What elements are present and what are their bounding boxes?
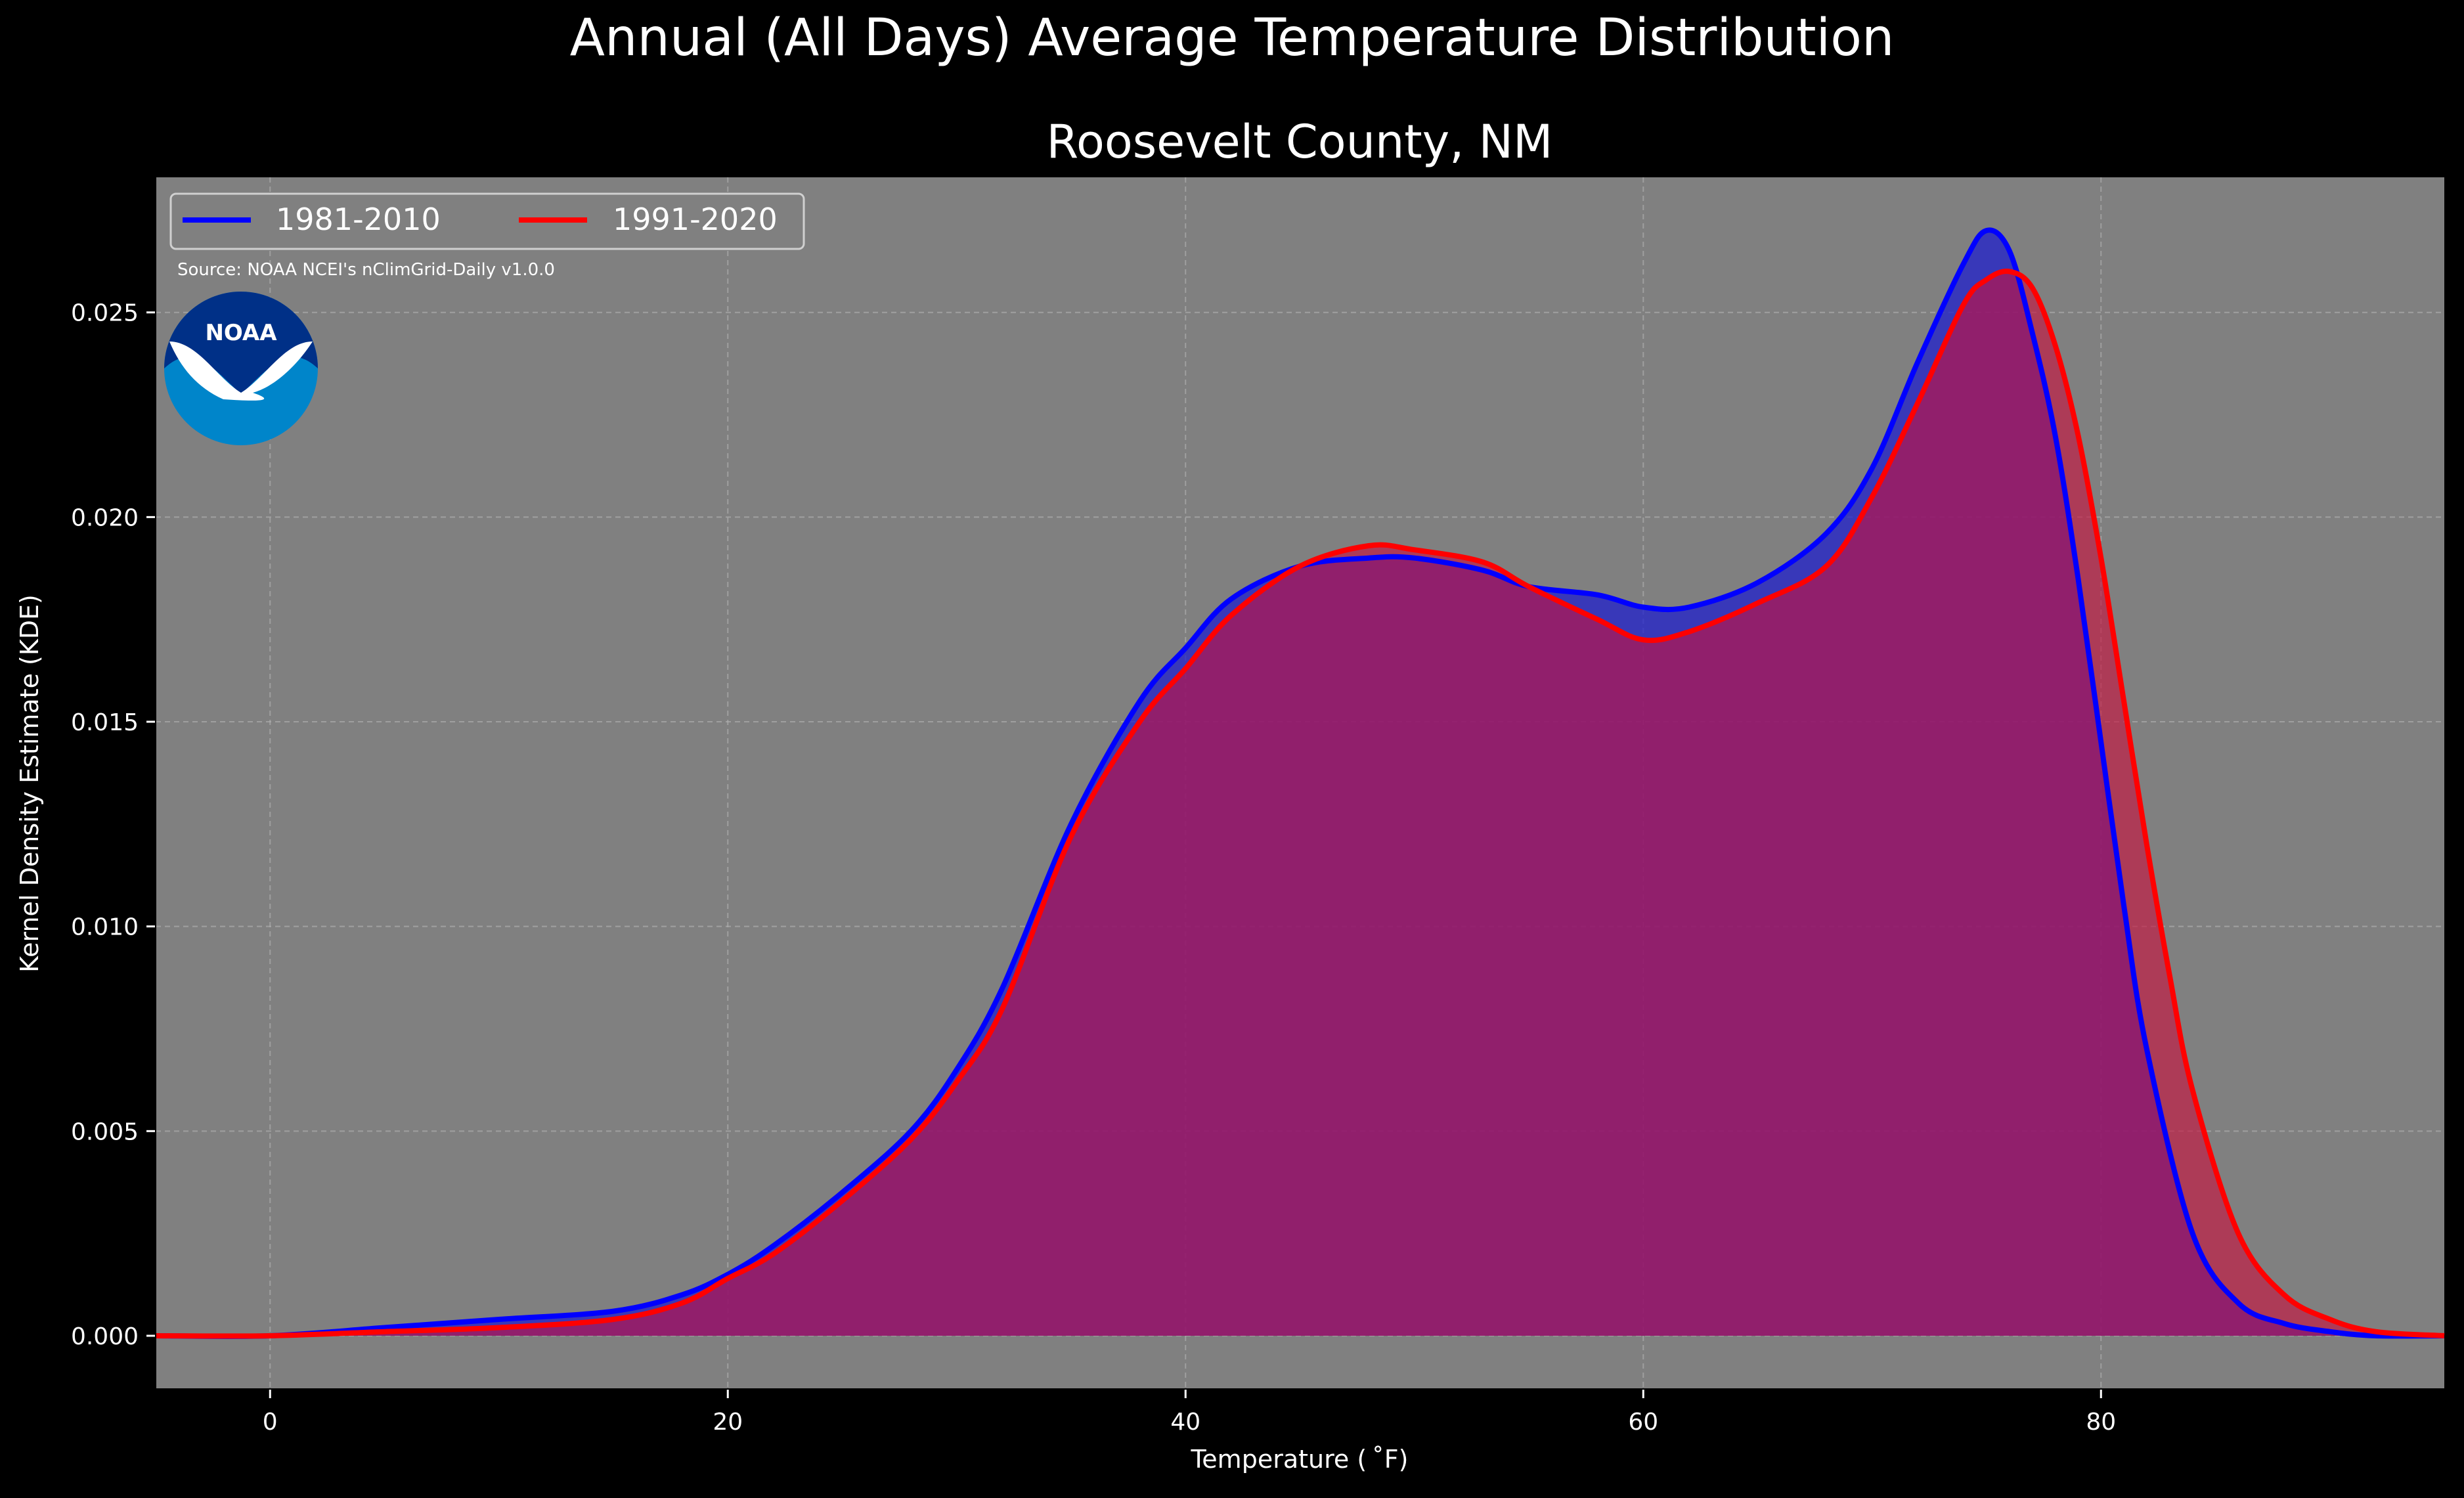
source-annotation: Source: NOAA NCEI's nClimGrid-Daily v1.0… (177, 260, 555, 280)
legend-label-1991-2020: 1991-2020 (613, 202, 778, 237)
x-tick-label: 20 (713, 1409, 743, 1436)
y-tick-label: 0.010 (71, 914, 139, 941)
series-layer (155, 227, 2445, 1339)
x-tick-label: 80 (2086, 1409, 2116, 1436)
y-tick-label: 0.025 (71, 300, 139, 327)
y-tick-label: 0.000 (71, 1323, 139, 1350)
legend-label-1981-2010: 1981-2010 (276, 202, 441, 237)
series-area-1991-2020 (156, 271, 2444, 1336)
axis-layer: 0 20 40 60 80 0.000 0.005 0.010 0.015 0.020 0.025 (71, 177, 2444, 1436)
chart-title: Roosevelt County, NM (1047, 115, 1553, 169)
noaa-logo-icon: NOAA (164, 292, 318, 445)
y-tick-label: 0.020 (71, 504, 139, 531)
x-tick-label: 60 (1628, 1409, 1658, 1436)
y-tick-label: 0.005 (71, 1118, 139, 1145)
chart-suptitle: Annual (All Days) Average Temperature Di… (570, 9, 1895, 68)
x-tick-label: 40 (1170, 1409, 1200, 1436)
series-line-1981-2010 (155, 227, 2445, 1339)
y-axis-label: Kernel Density Estimate (KDE) (15, 594, 44, 973)
noaa-logo-text: NOAA (205, 320, 277, 346)
y-tick-label: 0.015 (71, 709, 139, 736)
legend-box (169, 192, 805, 250)
legend: 1981-2010 1991-2020 (169, 192, 805, 250)
series-line-1991-2020 (155, 268, 2445, 1339)
x-tick-label: 0 (263, 1409, 278, 1436)
x-axis-label: Temperature ( ˚F) (1191, 1445, 1409, 1474)
